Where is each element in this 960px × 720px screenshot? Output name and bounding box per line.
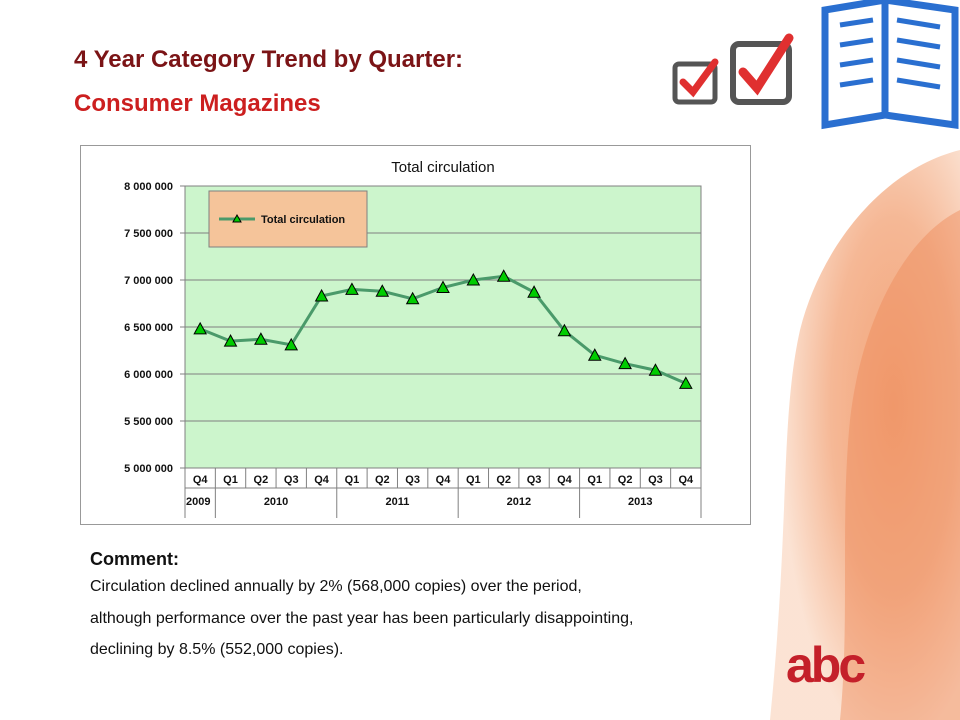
y-tick-label: 5 500 000 (124, 416, 173, 428)
legend-marker (232, 213, 242, 223)
year-label: 2009 (186, 496, 210, 508)
year-label: 2013 (628, 496, 652, 508)
x-tick-label: Q4 (557, 474, 573, 486)
line-chart: Total circulation 5 000 000 5 500 000 6 000… (124, 159, 702, 518)
year-label: 2011 (386, 496, 410, 508)
year-label: 2010 (264, 496, 288, 508)
x-tick-label: Q1 (587, 474, 602, 486)
chart-container: Total circulation 5 000 000 5 500 000 6 000… (80, 145, 751, 525)
x-tick-label: Q2 (618, 474, 633, 486)
x-tick-label: Q1 (223, 474, 238, 486)
y-tick-label: 7 500 000 (124, 228, 173, 240)
x-tick-label: Q2 (254, 474, 269, 486)
x-tick-label: Q3 (527, 474, 542, 486)
year-label: 2012 (507, 496, 531, 508)
data-point (345, 282, 359, 295)
comment-heading: Comment: (90, 549, 179, 569)
x-tick-label: Q4 (193, 474, 209, 486)
data-point (648, 363, 663, 376)
y-tick-label: 6 000 000 (124, 369, 173, 381)
data-point (678, 376, 693, 389)
x-tick-label: Q3 (648, 474, 663, 486)
checkbox-icon-large (730, 33, 794, 105)
x-tick-label: Q3 (284, 474, 299, 486)
logo-text: abc (786, 640, 865, 690)
data-point (496, 269, 511, 282)
legend-label: Total circulation (261, 214, 345, 226)
chart-title: Total circulation (391, 159, 494, 176)
book-icon (821, 0, 959, 130)
slide-title: 4 Year Category Trend by Quarter: (74, 46, 464, 73)
x-tick-label: Q2 (375, 474, 390, 486)
data-point (314, 288, 329, 302)
data-point (284, 337, 299, 351)
y-tick-label: 6 500 000 (124, 322, 173, 334)
data-point (587, 348, 602, 361)
y-tick-label: 8 000 000 (124, 181, 173, 193)
data-point (527, 285, 541, 298)
x-tick-label: Q4 (436, 474, 452, 486)
comment-line-2: although performance over the past year … (90, 610, 634, 627)
data-point (618, 356, 632, 370)
slide-subtitle: Consumer Magazines (74, 90, 321, 117)
comment-line-1: Circulation declined annually by 2% (568… (90, 578, 582, 595)
x-tick-label: Q1 (466, 474, 481, 486)
checkbox-icon (672, 58, 719, 105)
data-point (466, 272, 481, 286)
data-point (375, 284, 390, 297)
x-tick-label: Q1 (345, 474, 360, 486)
data-point (193, 321, 208, 335)
data-point (436, 280, 450, 294)
comment-line-3: declining by 8.5% (552,000 copies). (90, 641, 344, 658)
data-point (405, 291, 420, 305)
x-tick-label: Q4 (678, 474, 694, 486)
y-tick-label: 5 000 000 (124, 463, 173, 475)
orange-paint-area (770, 150, 960, 720)
x-tick-label: Q4 (314, 474, 330, 486)
x-tick-label: Q3 (405, 474, 420, 486)
abc-logo: abc (786, 640, 868, 690)
y-tick-label: 7 000 000 (124, 275, 173, 287)
x-tick-label: Q2 (496, 474, 511, 486)
data-point (557, 323, 572, 337)
data-point (223, 334, 238, 347)
data-point (254, 332, 268, 345)
